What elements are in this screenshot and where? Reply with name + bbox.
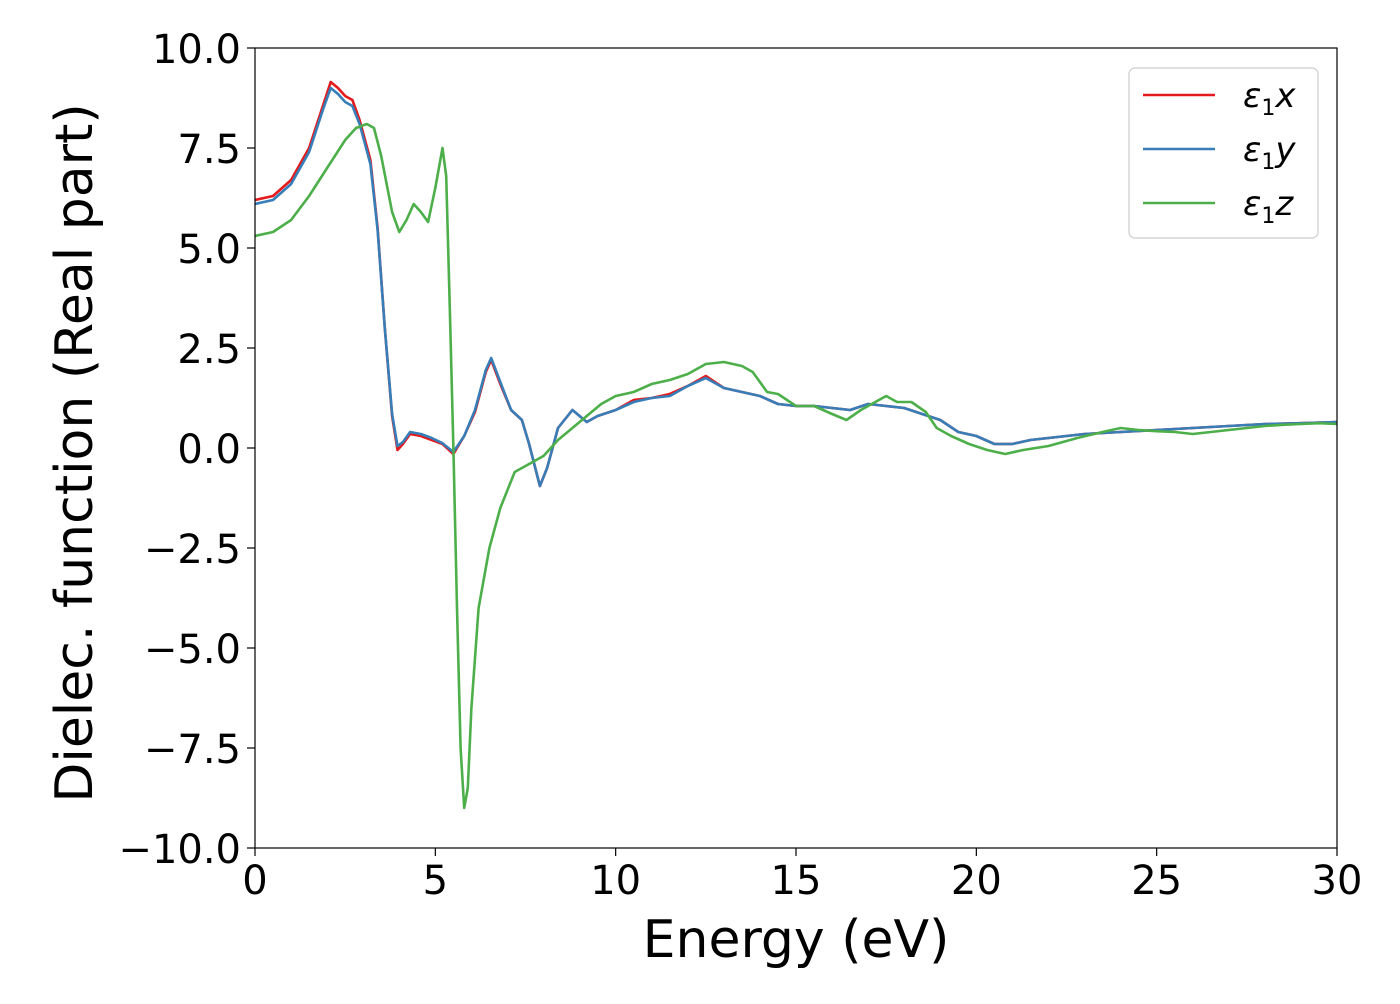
y-axis-ticks: −10.0 −7.5 −5.0 −2.5 0.0 2.5 5.0 7.5 10.0 <box>118 27 255 873</box>
y-tick-label: 0.0 <box>177 427 241 473</box>
x-axis-ticks: 0 5 10 15 20 25 30 <box>242 848 1362 904</box>
legend-subscript: 1 <box>1261 150 1275 175</box>
legend-axis: x <box>1274 76 1296 116</box>
plot-lines <box>255 80 1337 810</box>
legend-label-x: ε1x <box>1243 76 1296 121</box>
y-tick-label: 5.0 <box>177 227 241 273</box>
y-tick-label: −7.5 <box>144 727 241 773</box>
x-tick-label: 25 <box>1131 858 1182 904</box>
y-axis-label: Dielec. function (Real part) <box>45 103 105 802</box>
legend-subscript: 1 <box>1261 204 1275 229</box>
x-tick-label: 0 <box>242 858 267 904</box>
y-tick-label: −10.0 <box>118 827 241 873</box>
x-axis-label: Energy (eV) <box>643 910 950 970</box>
legend-symbol: ε <box>1243 130 1261 170</box>
x-tick-label: 20 <box>951 858 1002 904</box>
y-tick-label: −2.5 <box>144 527 241 573</box>
legend-symbol: ε <box>1243 184 1261 224</box>
x-tick-label: 15 <box>771 858 822 904</box>
series-line-y <box>255 86 1337 488</box>
legend-axis: y <box>1274 130 1296 170</box>
legend-label-z: ε1z <box>1243 184 1294 229</box>
x-tick-label: 5 <box>423 858 448 904</box>
x-tick-label: 30 <box>1312 858 1363 904</box>
y-tick-label: 7.5 <box>177 127 241 173</box>
x-tick-label: 10 <box>590 858 641 904</box>
series-line-z <box>255 122 1337 810</box>
y-tick-label: 10.0 <box>152 27 241 73</box>
legend-label-y: ε1y <box>1243 130 1296 175</box>
legend-subscript: 1 <box>1261 96 1275 121</box>
legend-box <box>1128 67 1319 239</box>
y-tick-label: −5.0 <box>144 627 241 673</box>
legend-axis: z <box>1274 184 1294 224</box>
y-tick-label: 2.5 <box>177 327 241 373</box>
legend-symbol: ε <box>1243 76 1261 116</box>
